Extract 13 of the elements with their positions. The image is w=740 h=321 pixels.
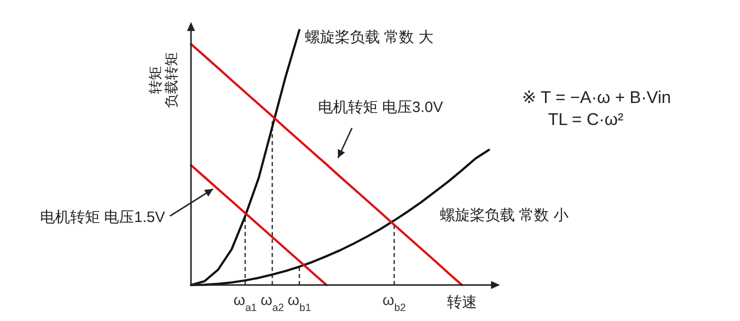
y-axis-title: 转矩 — [147, 66, 163, 94]
text: 电机转矩 电压3.0V — [318, 99, 444, 116]
text: TL = C·ω² — [548, 110, 624, 129]
x-tick-label: ω$_{a2}$ — [260, 292, 284, 314]
x-axis-title: 转速 — [447, 294, 477, 311]
text: 负载转矩 — [163, 52, 179, 108]
x-tick-label: ω$_{a1}$ — [233, 292, 258, 314]
text: 电机转矩 电压1.5V — [40, 209, 166, 226]
series-label: 螺旋桨负载 常数 小 — [440, 207, 568, 224]
text: ※ T = −A·ω + B·Vin — [522, 88, 671, 107]
x-tick-label: ω$_{b1}$ — [288, 292, 312, 314]
x-tick-label: ω$_{b2}$ — [382, 292, 406, 314]
series-label: 螺旋桨负载 常数 大 — [305, 29, 434, 46]
